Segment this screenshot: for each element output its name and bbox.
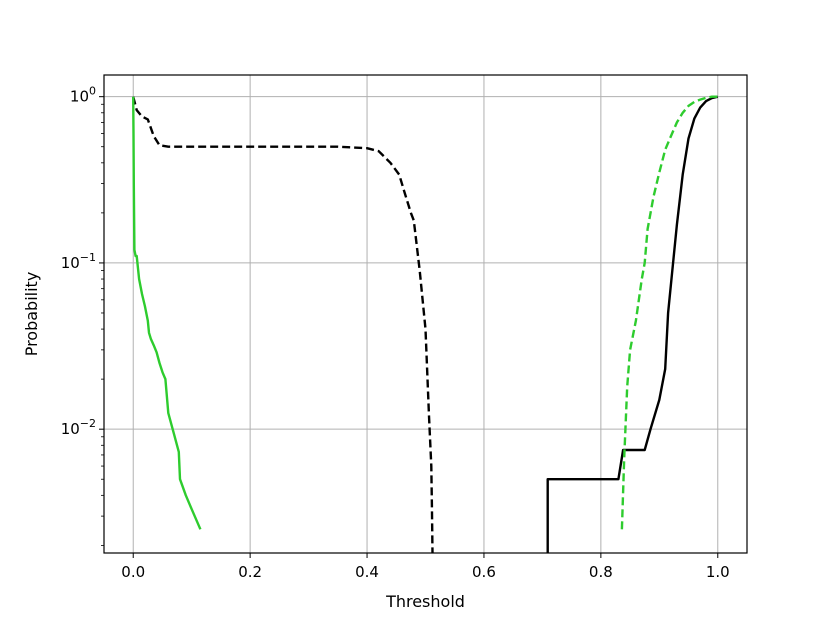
- y-tick-label: 100: [70, 85, 96, 106]
- series-lines: [132, 95, 719, 553]
- series-line-2: [132, 96, 202, 530]
- x-tick-label: 0.2: [238, 563, 262, 581]
- series-line-1: [132, 96, 434, 553]
- grid-lines: [104, 75, 747, 553]
- x-tick-label: 0.0: [121, 563, 145, 581]
- plot-frame: [103, 74, 748, 554]
- x-axis-label: Threshold: [385, 592, 465, 611]
- x-tick-label: 1.0: [706, 563, 730, 581]
- y-axis-label: Probability: [22, 272, 41, 357]
- x-tick-label: 0.8: [589, 563, 613, 581]
- x-tick-label: 0.4: [355, 563, 379, 581]
- x-tick-label: 0.6: [472, 563, 496, 581]
- axis-ticks: 0.0 0.2 0.4 0.6 0.8 1.0 100 10−1 10−2: [61, 85, 730, 581]
- y-tick-label: 10−1: [61, 251, 96, 272]
- y-tick-label: 10−2: [61, 417, 96, 438]
- series-line-4: [620, 95, 718, 530]
- series-line-3: [546, 95, 719, 553]
